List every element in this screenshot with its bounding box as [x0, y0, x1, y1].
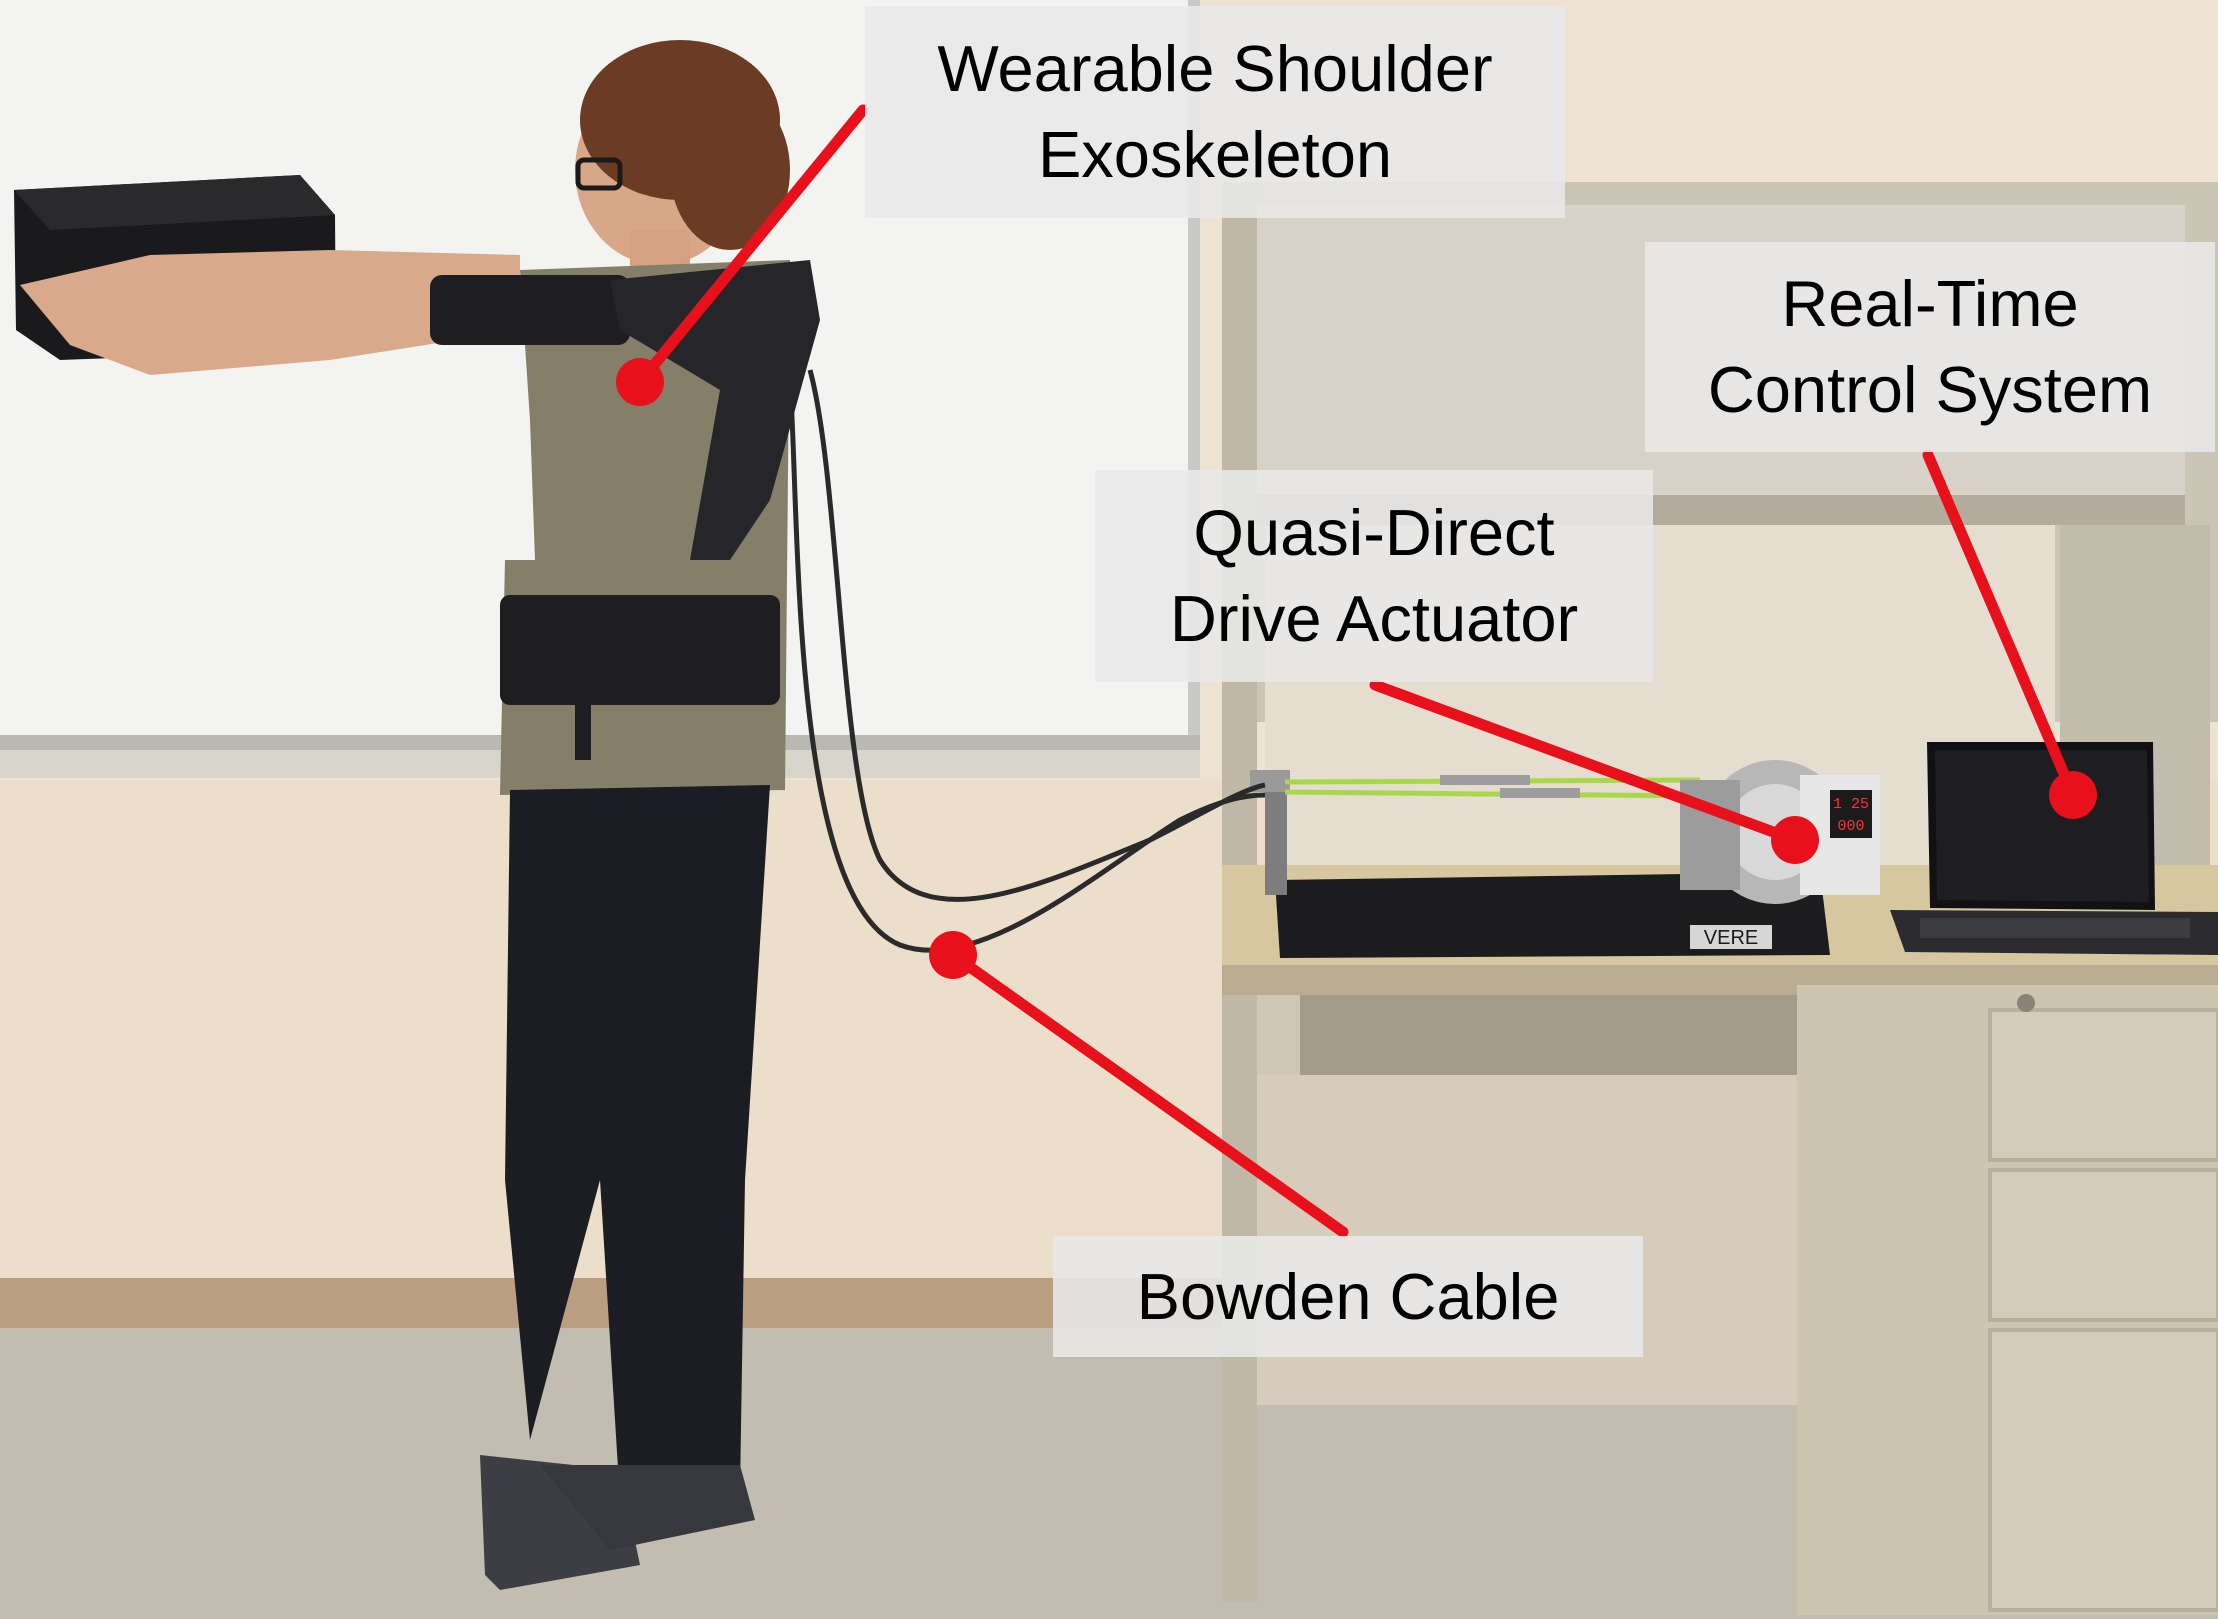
label-wearable-shoulder-exoskeleton: Wearable Shoulder Exoskeleton [865, 6, 1565, 218]
annotation-lines [634, 104, 2079, 1238]
label-quasi-direct-drive-actuator: Quasi-Direct Drive Actuator [1095, 470, 1653, 682]
person [20, 40, 820, 1590]
power-supply-readout-1: 1 25 [1833, 796, 1869, 813]
label-text: Wearable Shoulder Exoskeleton [937, 32, 1493, 191]
control-system-marker [2049, 771, 2097, 819]
power-supply-readout-2: 000 [1837, 818, 1864, 835]
actuator-platform: VERE 1 25 000 [1250, 760, 1880, 958]
actuator-marker [1771, 816, 1819, 864]
label-text: Real-Time Control System [1707, 267, 2153, 426]
cable-marker [929, 931, 977, 979]
label-bowden-cable: Bowden Cable [1053, 1236, 1643, 1357]
label-text: Quasi-Direct Drive Actuator [1169, 496, 1579, 655]
annotation-dots [616, 358, 2097, 979]
exoskeleton-marker [616, 358, 664, 406]
label-text: Bowden Cable [1136, 1259, 1560, 1333]
brand-text: VERE [1704, 927, 1758, 949]
bowden-cable [787, 369, 1266, 953]
label-real-time-control-system: Real-Time Control System [1645, 242, 2215, 452]
